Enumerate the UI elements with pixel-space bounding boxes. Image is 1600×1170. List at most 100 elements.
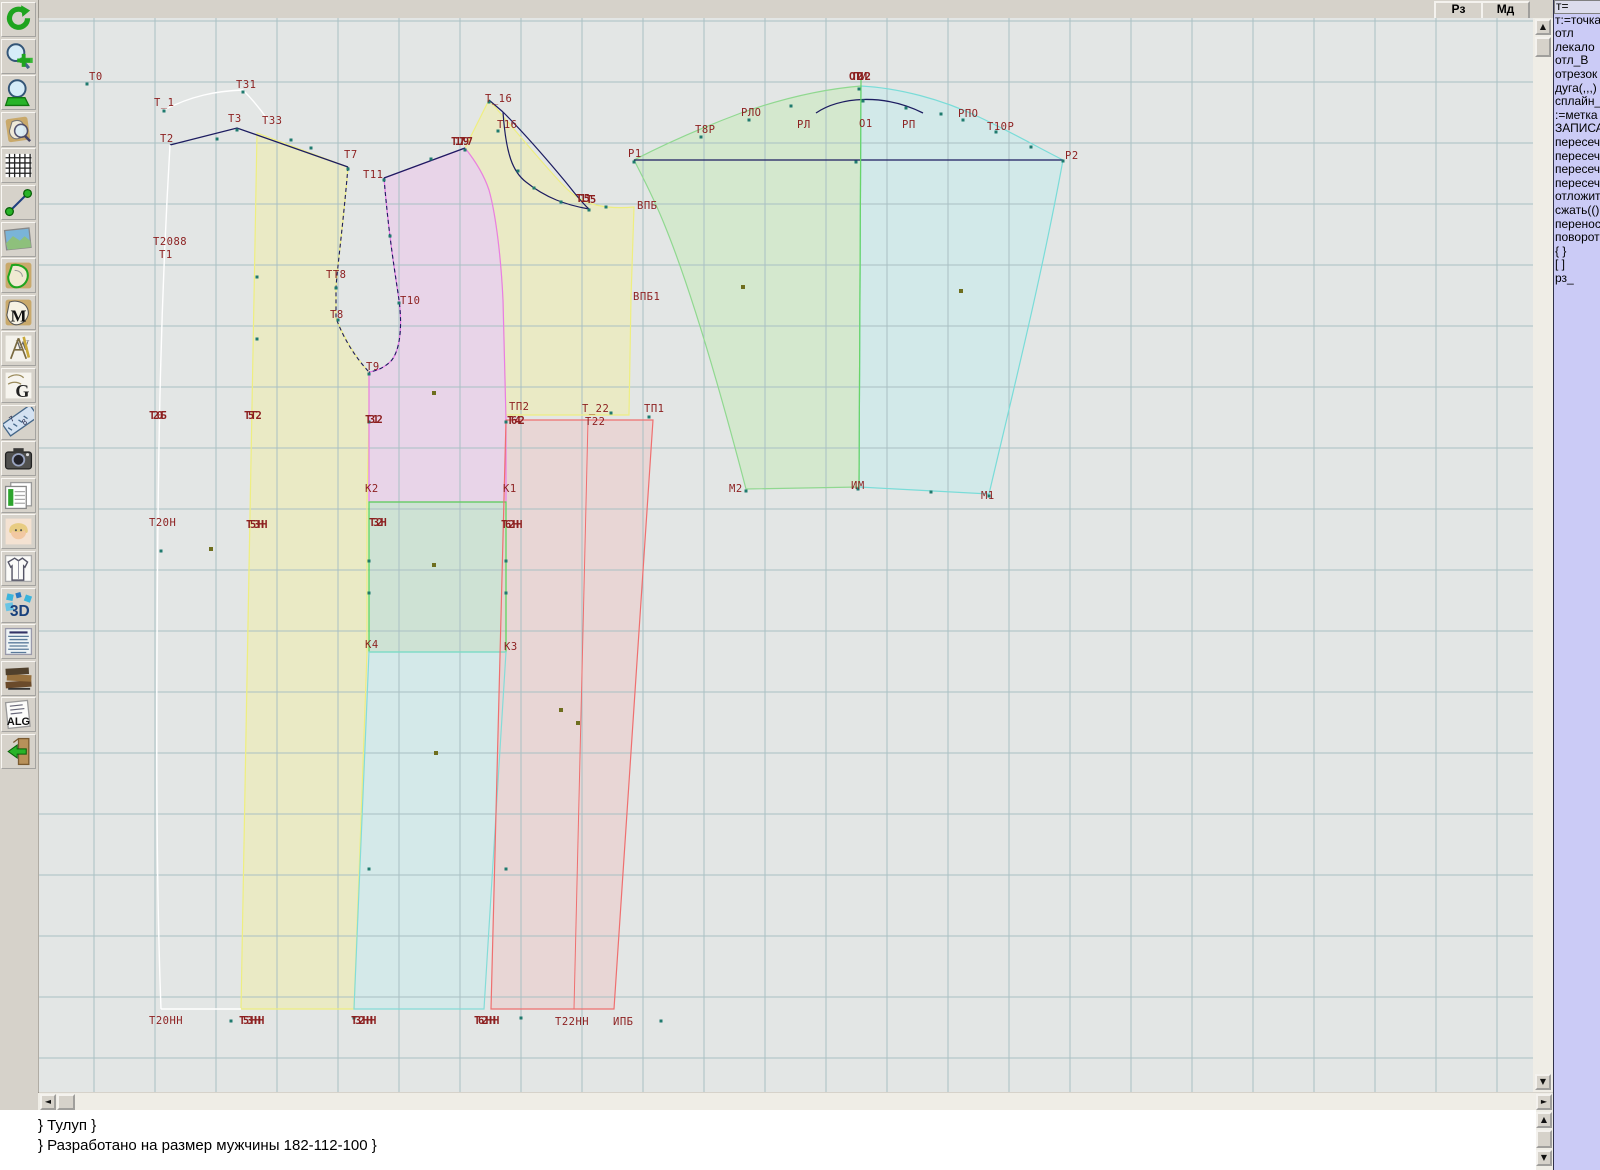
piece-anchor-marker[interactable] [209,547,213,551]
point-marker[interactable] [255,337,259,341]
front-piece-pink[interactable] [369,148,506,502]
panel-item-3[interactable]: лекало [1555,39,1595,54]
point-marker[interactable] [496,129,500,133]
panel-item-13[interactable]: пересеч [1555,175,1600,190]
low-block-cyan[interactable] [354,652,506,1009]
grid-button[interactable] [1,148,36,184]
threed-button[interactable]: 3D [1,587,36,623]
point-marker[interactable] [159,549,163,553]
sleeve-back-green[interactable] [634,86,861,489]
point-marker[interactable] [367,420,371,424]
point-marker[interactable] [504,559,508,563]
point-marker[interactable] [987,494,991,498]
point-marker[interactable] [609,411,613,415]
panel-item-7[interactable]: сплайн_ [1555,94,1600,109]
panel-item-19[interactable]: [ ] [1555,257,1566,272]
point-marker[interactable] [85,82,89,86]
point-marker[interactable] [861,99,865,103]
panel-item-10[interactable]: пересеч [1555,134,1600,149]
garment-button[interactable] [1,551,36,586]
refresh-button[interactable] [1,2,36,37]
point-marker[interactable] [162,109,166,113]
point-marker[interactable] [289,138,293,142]
zoom-in-button[interactable] [1,38,36,74]
point-marker[interactable] [519,1016,523,1020]
point-marker[interactable] [994,130,998,134]
piece-anchor-marker[interactable] [559,708,563,712]
piece-outline-button[interactable] [1,258,36,294]
panel-item-4[interactable]: отл_В [1555,53,1589,68]
point-marker[interactable] [255,275,259,279]
mode-button-мд[interactable]: Мд [1481,1,1530,21]
panel-item-0[interactable]: т= [1554,0,1600,14]
point-marker[interactable] [604,205,608,209]
belt-piece-red[interactable] [491,420,653,1009]
compass-button[interactable]: W [1,331,36,367]
panel-item-15[interactable]: сжать(() [1555,202,1600,217]
status-scroll-down-button[interactable]: ▼ [1536,1150,1552,1166]
v-scroll-thumb[interactable] [1535,37,1551,57]
point-marker[interactable] [382,178,386,182]
v-scrollbar[interactable] [1533,18,1553,1092]
h-scrollbar[interactable] [38,1093,1553,1110]
point-marker[interactable] [747,118,751,122]
v-scroll-down-button[interactable]: ▼ [1535,1074,1551,1090]
point-marker[interactable] [229,1019,233,1023]
panel-item-14[interactable]: отложит [1555,189,1600,204]
piece-anchor-marker[interactable] [741,285,745,289]
point-marker[interactable] [429,157,433,161]
zoom-prev-button[interactable] [1,75,36,111]
point-marker[interactable] [235,128,239,132]
point-marker[interactable] [336,318,340,322]
point-marker[interactable] [352,1016,356,1020]
h-scroll-left-button[interactable]: ◄ [40,1094,56,1110]
point-marker[interactable] [346,167,350,171]
point-marker[interactable] [487,100,491,104]
point-marker[interactable] [857,87,861,91]
point-marker[interactable] [516,169,520,173]
piece-anchor-marker[interactable] [959,289,963,293]
point-marker[interactable] [504,867,508,871]
point-marker[interactable] [463,148,467,152]
panel-item-12[interactable]: пересеч [1555,162,1600,177]
camera-button[interactable] [1,441,36,477]
size-list-button[interactable] [1,624,36,660]
point-marker[interactable] [659,1019,663,1023]
piece-anchor-marker[interactable] [432,391,436,395]
books-button[interactable] [1,660,36,696]
h-scroll-thumb[interactable] [57,1094,75,1110]
status-scroll-thumb[interactable] [1536,1130,1552,1148]
point-marker[interactable] [856,487,860,491]
panel-item-9[interactable]: ЗАПИСА [1555,121,1600,136]
point-marker[interactable] [961,118,965,122]
point-marker[interactable] [744,489,748,493]
panel-item-11[interactable]: пересеч [1555,148,1600,163]
panel-item-5[interactable]: отрезок [1555,66,1598,81]
point-marker[interactable] [587,208,591,212]
panel-item-2[interactable]: отл [1555,26,1574,41]
point-marker[interactable] [699,135,703,139]
point-marker[interactable] [939,112,943,116]
g-sketch-button[interactable]: G [1,368,36,403]
status-scroll-up-button[interactable]: ▲ [1536,1112,1552,1128]
v-scroll-up-button[interactable]: ▲ [1535,19,1551,35]
point-marker[interactable] [929,490,933,494]
point-marker[interactable] [241,90,245,94]
point-marker[interactable] [334,286,338,290]
point-marker[interactable] [309,146,313,150]
point-marker[interactable] [388,234,392,238]
mid-block-green[interactable] [369,502,506,652]
point-marker[interactable] [367,867,371,871]
point-marker[interactable] [559,200,563,204]
view-piece-button[interactable] [1,111,36,147]
drawing-canvas[interactable]: Т0 Т_1 Т31 Т3 Т33 Т2 Т7 Т2088 Т1 ТТ8 Т8 Т9 Т10 Т11 Т17… [38,18,1533,1092]
point-marker[interactable] [532,186,536,190]
piece-m-button[interactable]: M [1,294,36,330]
point-marker[interactable] [215,137,219,141]
panel-item-8[interactable]: :=метка [1555,107,1598,122]
point-marker[interactable] [397,301,401,305]
h-scroll-right-button[interactable]: ► [1536,1094,1552,1110]
panel-item-6[interactable]: дуга(,,,) [1555,80,1597,95]
panel-item-18[interactable]: { } [1555,243,1567,258]
